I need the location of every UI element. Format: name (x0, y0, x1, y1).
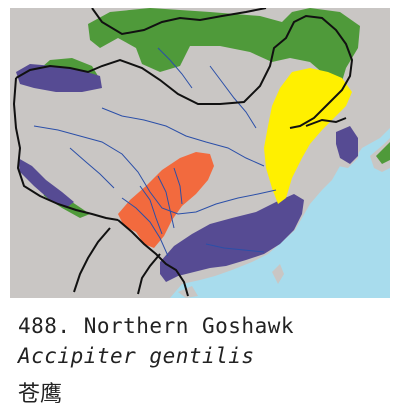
range-orange-central (118, 152, 214, 248)
range-purple-south (160, 194, 304, 282)
range-purple-korea (336, 126, 358, 164)
species-number-name: 488. Northern Goshawk (18, 314, 295, 338)
range-map (10, 8, 390, 298)
taiwan-landmass (272, 264, 284, 284)
chinese-name: 苍鹰 (18, 382, 63, 407)
rivers (33, 47, 277, 257)
range-green-japan (376, 142, 390, 164)
hainan-landmass (178, 286, 198, 298)
national-borders (12, 8, 354, 297)
range-purple-southwest (18, 158, 74, 208)
scientific-name: Accipiter gentilis (18, 344, 255, 368)
